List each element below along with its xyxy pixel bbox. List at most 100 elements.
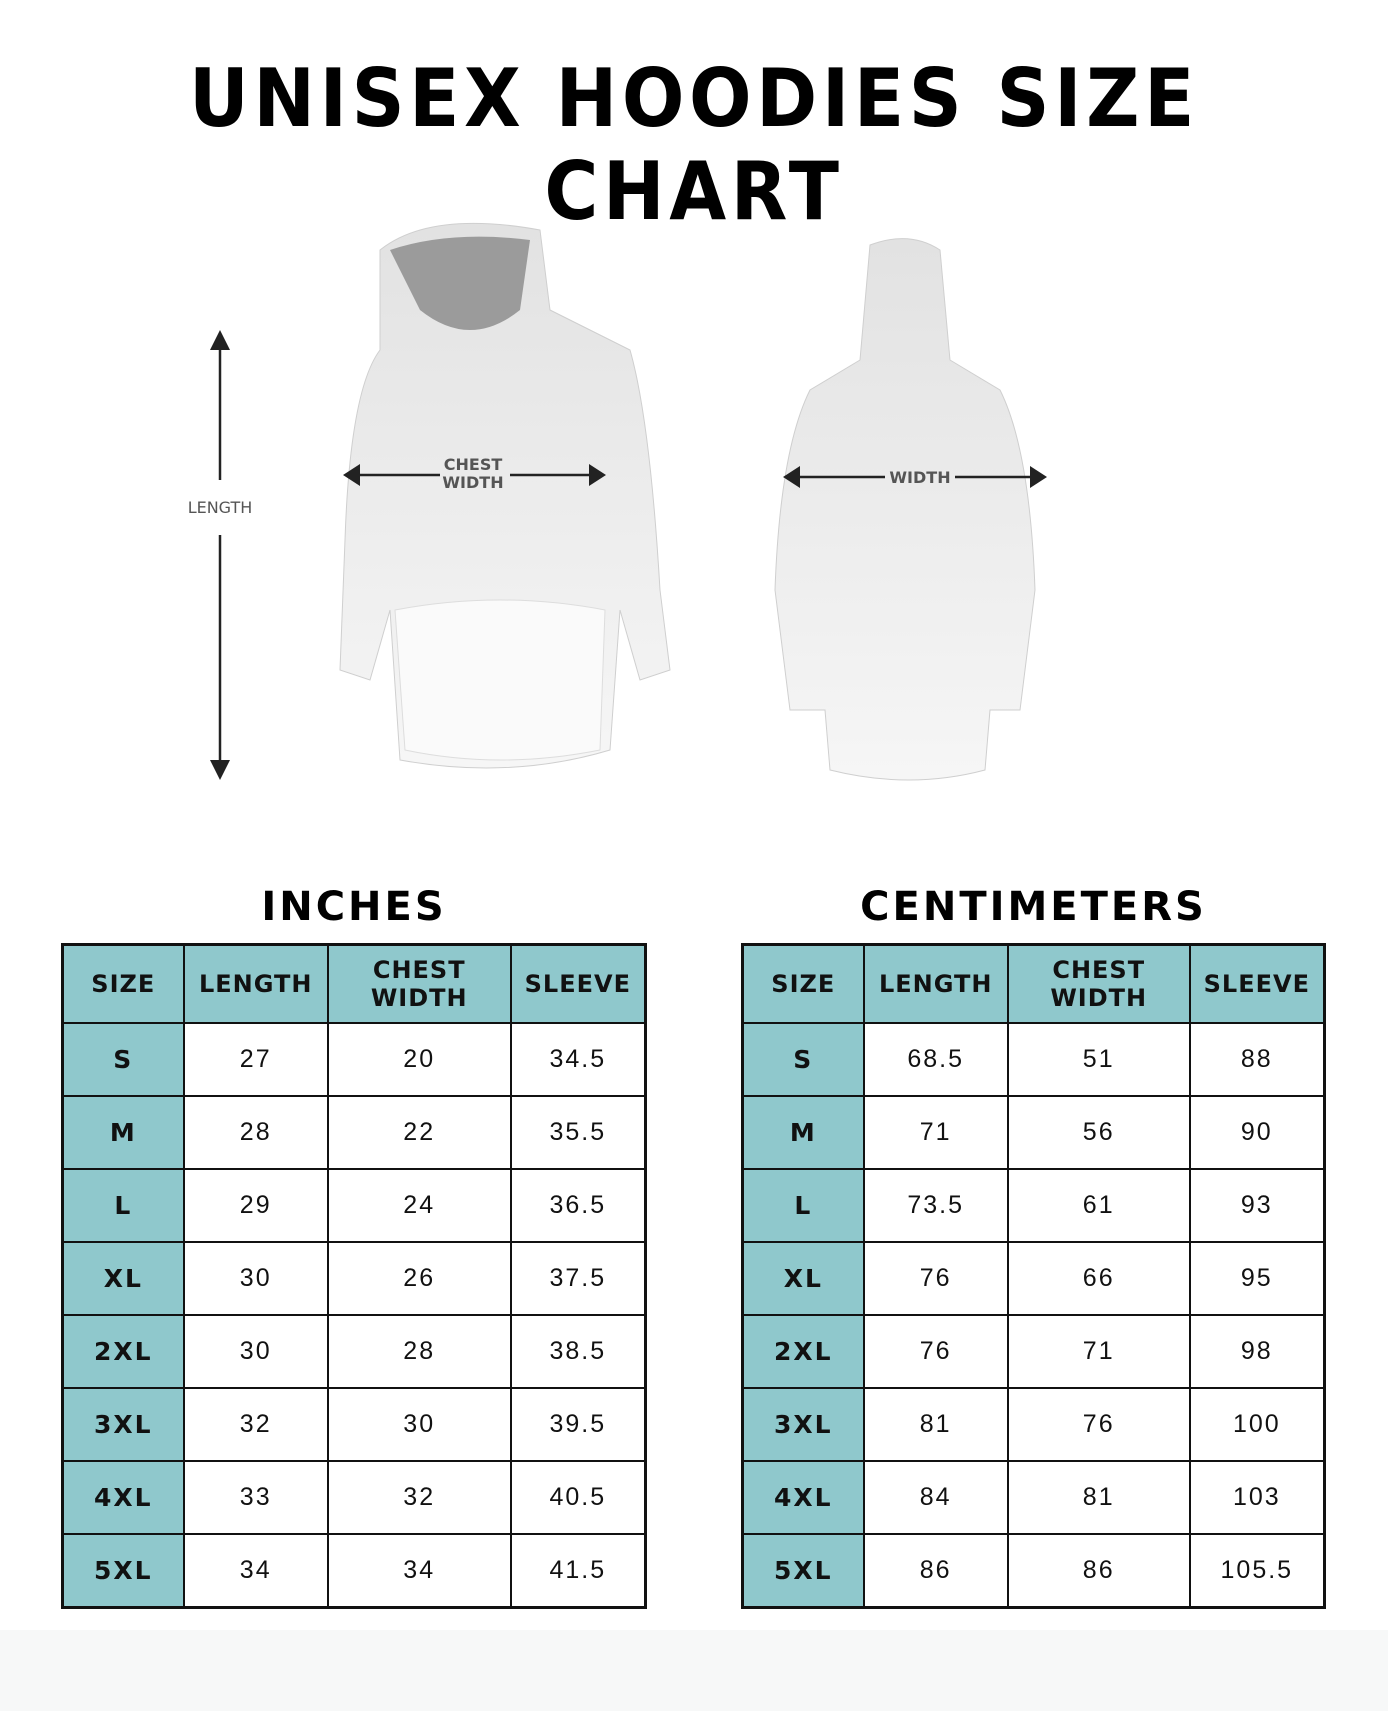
- value-cell: 56: [1006, 1095, 1191, 1170]
- value-cell: 103: [1188, 1460, 1326, 1535]
- size-cell: XL: [61, 1241, 185, 1316]
- value-cell: 40.5: [509, 1460, 647, 1535]
- table-row: 3XL 81 76 100: [741, 1387, 1326, 1462]
- size-cell: 4XL: [61, 1460, 185, 1535]
- size-cell: S: [741, 1022, 865, 1097]
- column-header: SLEEVE: [509, 943, 647, 1024]
- value-cell: 86: [862, 1533, 1009, 1609]
- size-cell: M: [61, 1095, 185, 1170]
- value-cell: 39.5: [509, 1387, 647, 1462]
- centimeters-size-table: SIZE LENGTH CHEST WIDTH SLEEVE S 68.5 51 88 M 71 5…: [741, 943, 1326, 1609]
- inches-title: INCHES: [261, 884, 447, 930]
- length-arrow: [210, 330, 230, 780]
- table-row: S 27 20 34.5: [61, 1022, 647, 1097]
- value-cell: 93: [1188, 1168, 1326, 1243]
- value-cell: 38.5: [509, 1314, 647, 1389]
- value-cell: 33: [182, 1460, 329, 1535]
- column-header: SIZE: [61, 943, 185, 1024]
- table-row: 5XL 34 34 41.5: [61, 1533, 647, 1609]
- size-cell: 2XL: [741, 1314, 865, 1389]
- value-cell: 36.5: [509, 1168, 647, 1243]
- value-cell: 26: [326, 1241, 512, 1316]
- size-cell: 4XL: [741, 1460, 865, 1535]
- chest-label-line1: CHEST: [444, 455, 503, 474]
- value-cell: 73.5: [862, 1168, 1009, 1243]
- value-cell: 41.5: [509, 1533, 647, 1609]
- column-header: SLEEVE: [1188, 943, 1326, 1024]
- value-cell: 71: [1006, 1314, 1191, 1389]
- size-cell: 3XL: [61, 1387, 185, 1462]
- size-cell: L: [741, 1168, 865, 1243]
- value-cell: 86: [1006, 1533, 1191, 1609]
- value-cell: 22: [326, 1095, 512, 1170]
- value-cell: 28: [326, 1314, 512, 1389]
- value-cell: 37.5: [509, 1241, 647, 1316]
- column-header: LENGTH: [862, 943, 1009, 1024]
- width-arrow: [783, 466, 1047, 488]
- back-hoodie: [774, 238, 1036, 781]
- size-cell: 2XL: [61, 1314, 185, 1389]
- value-cell: 27: [182, 1022, 329, 1097]
- table-row: L 29 24 36.5: [61, 1168, 647, 1243]
- value-cell: 84: [862, 1460, 1009, 1535]
- value-cell: 20: [326, 1022, 512, 1097]
- centimeters-title: CENTIMETERS: [860, 884, 1207, 930]
- value-cell: 76: [862, 1314, 1009, 1389]
- column-header: SIZE: [741, 943, 865, 1024]
- table-row: 3XL 32 30 39.5: [61, 1387, 647, 1462]
- table-row: 4XL 33 32 40.5: [61, 1460, 647, 1535]
- value-cell: 88: [1188, 1022, 1326, 1097]
- bottom-strip: [0, 1630, 1388, 1711]
- size-cell: 5XL: [61, 1533, 185, 1609]
- value-cell: 76: [862, 1241, 1009, 1316]
- value-cell: 28: [182, 1095, 329, 1170]
- column-header: LENGTH: [182, 943, 329, 1024]
- value-cell: 66: [1006, 1241, 1191, 1316]
- value-cell: 105.5: [1188, 1533, 1326, 1609]
- table-row: XL 30 26 37.5: [61, 1241, 647, 1316]
- value-cell: 51: [1006, 1022, 1191, 1097]
- value-cell: 30: [326, 1387, 512, 1462]
- value-cell: 90: [1188, 1095, 1326, 1170]
- table-row: XL 76 66 95: [741, 1241, 1326, 1316]
- table-row: M 71 56 90: [741, 1095, 1326, 1170]
- value-cell: 71: [862, 1095, 1009, 1170]
- front-hoodie: [339, 222, 671, 769]
- table-row: 5XL 86 86 105.5: [741, 1533, 1326, 1609]
- value-cell: 81: [1006, 1460, 1191, 1535]
- table-row: 2XL 76 71 98: [741, 1314, 1326, 1389]
- chest-label-line2: WIDTH: [442, 473, 503, 492]
- table-row: 2XL 30 28 38.5: [61, 1314, 647, 1389]
- size-cell: XL: [741, 1241, 865, 1316]
- value-cell: 30: [182, 1241, 329, 1316]
- value-cell: 98: [1188, 1314, 1326, 1389]
- header-row: SIZE LENGTH CHEST WIDTH SLEEVE: [61, 943, 647, 1024]
- value-cell: 61: [1006, 1168, 1191, 1243]
- size-cell: L: [61, 1168, 185, 1243]
- value-cell: 100: [1188, 1387, 1326, 1462]
- value-cell: 29: [182, 1168, 329, 1243]
- value-cell: 32: [182, 1387, 329, 1462]
- size-cell: M: [741, 1095, 865, 1170]
- table-row: L 73.5 61 93: [741, 1168, 1326, 1243]
- value-cell: 68.5: [862, 1022, 1009, 1097]
- table-row: S 68.5 51 88: [741, 1022, 1326, 1097]
- value-cell: 30: [182, 1314, 329, 1389]
- header-row: SIZE LENGTH CHEST WIDTH SLEEVE: [741, 943, 1326, 1024]
- value-cell: 34.5: [509, 1022, 647, 1097]
- hoodie-illustration: LENGTH CHEST WIDTH WIDTH: [188, 222, 1047, 781]
- value-cell: 95: [1188, 1241, 1326, 1316]
- table-row: M 28 22 35.5: [61, 1095, 647, 1170]
- value-cell: 81: [862, 1387, 1009, 1462]
- value-cell: 34: [326, 1533, 512, 1609]
- inches-size-table: SIZE LENGTH CHEST WIDTH SLEEVE S 27 20 34.5 M 28 2…: [61, 943, 647, 1609]
- value-cell: 34: [182, 1533, 329, 1609]
- column-header: CHEST WIDTH: [326, 943, 512, 1024]
- chest-width-arrow: [343, 464, 606, 486]
- length-label: LENGTH: [188, 498, 253, 517]
- column-header: CHEST WIDTH: [1006, 943, 1191, 1024]
- value-cell: 76: [1006, 1387, 1191, 1462]
- value-cell: 32: [326, 1460, 512, 1535]
- size-cell: S: [61, 1022, 185, 1097]
- page-title: UNISEX HOODIES SIZE CHART: [189, 52, 1199, 238]
